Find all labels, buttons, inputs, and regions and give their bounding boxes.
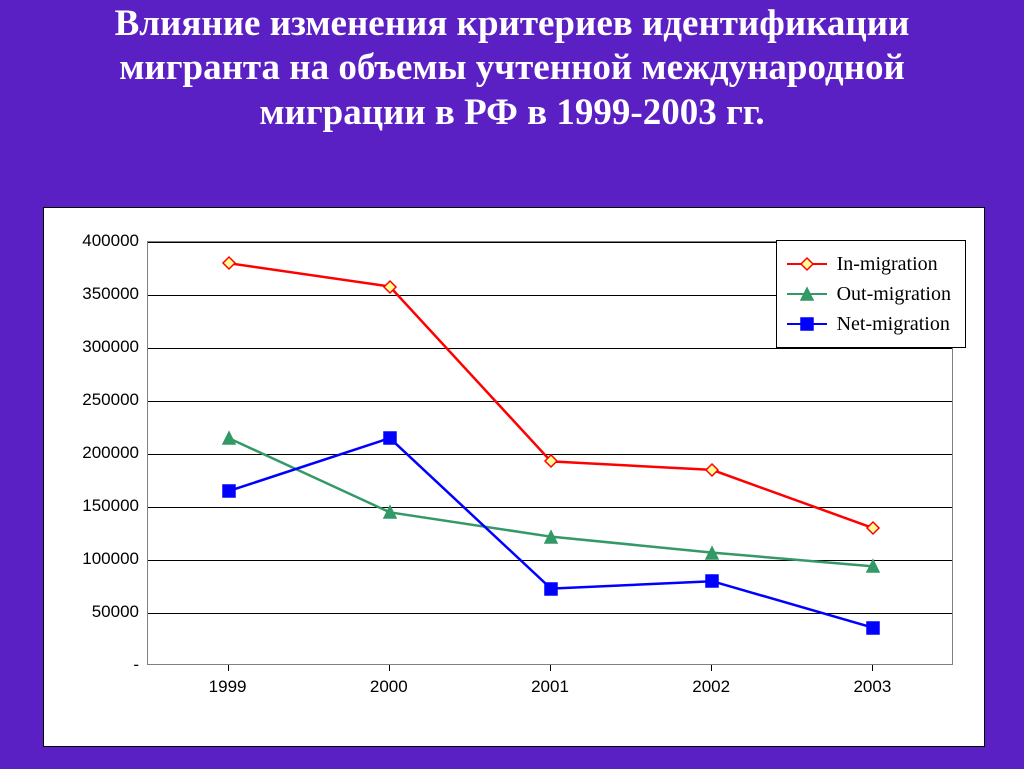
legend-item: Net-migration bbox=[787, 309, 951, 339]
y-tick-label: - bbox=[49, 655, 139, 675]
data-marker bbox=[867, 522, 879, 534]
data-marker bbox=[867, 622, 879, 634]
data-marker bbox=[384, 281, 396, 293]
data-marker bbox=[545, 531, 557, 543]
data-marker bbox=[867, 560, 879, 572]
data-marker bbox=[545, 455, 557, 467]
y-tick-label: 200000 bbox=[49, 443, 139, 463]
y-tick-label: 250000 bbox=[49, 390, 139, 410]
y-tick-label: 400000 bbox=[49, 231, 139, 251]
x-tick-mark bbox=[872, 665, 873, 671]
x-tick-label: 2000 bbox=[359, 677, 419, 697]
data-marker bbox=[223, 257, 235, 269]
x-tick-mark bbox=[228, 665, 229, 671]
slide: Влияние изменения критериев идентификаци… bbox=[0, 2, 1024, 769]
y-tick-label: 50000 bbox=[49, 602, 139, 622]
data-marker bbox=[706, 464, 718, 476]
x-tick-mark bbox=[550, 665, 551, 671]
y-tick-label: 150000 bbox=[49, 496, 139, 516]
x-tick-mark bbox=[389, 665, 390, 671]
legend-label: In-migration bbox=[837, 253, 938, 276]
x-tick-label: 2001 bbox=[520, 677, 580, 697]
y-tick-label: 100000 bbox=[49, 549, 139, 569]
x-tick-label: 2003 bbox=[842, 677, 902, 697]
slide-title: Влияние изменения критериев идентификаци… bbox=[0, 2, 1024, 135]
data-marker bbox=[706, 575, 718, 587]
x-tick-label: 2002 bbox=[681, 677, 741, 697]
legend-swatch bbox=[787, 314, 827, 334]
legend-label: Net-migration bbox=[837, 313, 950, 336]
data-marker bbox=[384, 506, 396, 518]
legend-label: Out-migration bbox=[837, 283, 951, 306]
data-marker bbox=[223, 485, 235, 497]
data-marker bbox=[223, 432, 235, 444]
data-marker bbox=[384, 432, 396, 444]
chart-container: - 50000 100000 150000 200000 250000 300000 3500… bbox=[43, 207, 985, 747]
y-tick-label: 350000 bbox=[49, 284, 139, 304]
data-marker bbox=[545, 583, 557, 595]
legend-item: Out-migration bbox=[787, 279, 951, 309]
legend: In-migration Out-migration Net-migration bbox=[776, 240, 966, 348]
y-tick-label: 300000 bbox=[49, 337, 139, 357]
legend-swatch bbox=[787, 254, 827, 274]
x-tick-mark bbox=[711, 665, 712, 671]
legend-swatch bbox=[787, 284, 827, 304]
legend-item: In-migration bbox=[787, 249, 951, 279]
x-tick-label: 1999 bbox=[198, 677, 258, 697]
data-marker bbox=[706, 547, 718, 559]
